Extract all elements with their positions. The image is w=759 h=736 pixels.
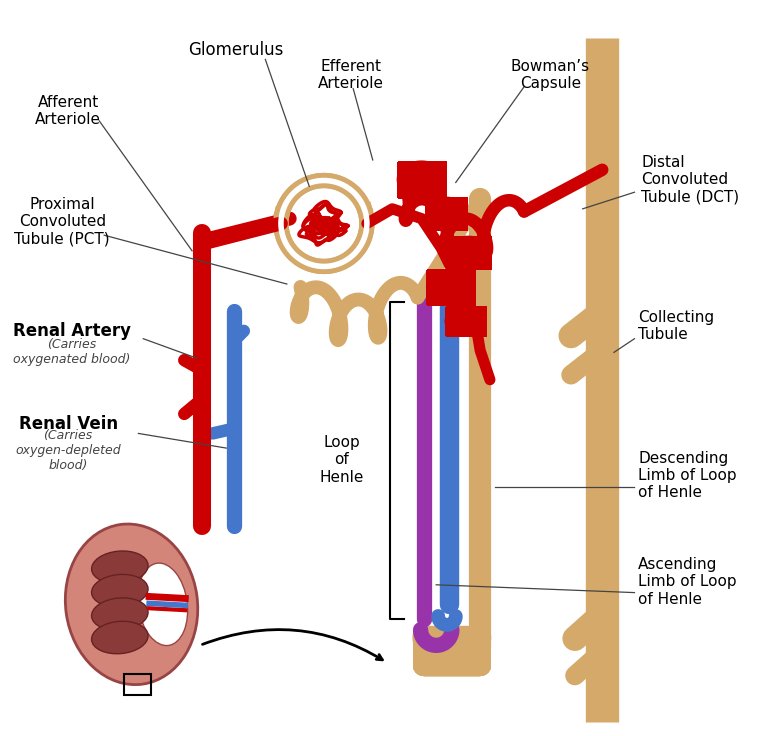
Text: Proximal
Convoluted
Tubule (PCT): Proximal Convoluted Tubule (PCT) xyxy=(14,197,110,247)
Ellipse shape xyxy=(92,551,148,584)
Ellipse shape xyxy=(92,621,148,654)
Ellipse shape xyxy=(65,524,198,684)
Text: Renal Vein: Renal Vein xyxy=(18,414,118,433)
Text: (Carries
oxygenated blood): (Carries oxygenated blood) xyxy=(14,339,131,367)
Text: (Carries
oxygen-depleted
blood): (Carries oxygen-depleted blood) xyxy=(15,428,121,472)
Text: Collecting
Tubule: Collecting Tubule xyxy=(638,310,714,342)
Text: Ascending
Limb of Loop
of Henle: Ascending Limb of Loop of Henle xyxy=(638,557,737,606)
Ellipse shape xyxy=(92,574,148,607)
Ellipse shape xyxy=(92,598,148,630)
Ellipse shape xyxy=(138,563,187,645)
Text: Glomerulus: Glomerulus xyxy=(188,40,284,59)
Text: Efferent
Arteriole: Efferent Arteriole xyxy=(318,59,384,91)
Text: Renal Artery: Renal Artery xyxy=(13,322,131,340)
Bar xyxy=(124,673,151,695)
Text: Afferent
Arteriole: Afferent Arteriole xyxy=(35,95,101,127)
Text: Descending
Limb of Loop
of Henle: Descending Limb of Loop of Henle xyxy=(638,450,737,500)
Text: Bowman’s
Capsule: Bowman’s Capsule xyxy=(511,59,590,91)
Text: Distal
Convoluted
Tubule (DCT): Distal Convoluted Tubule (DCT) xyxy=(641,155,739,205)
Text: Loop
of
Henle: Loop of Henle xyxy=(320,435,364,485)
